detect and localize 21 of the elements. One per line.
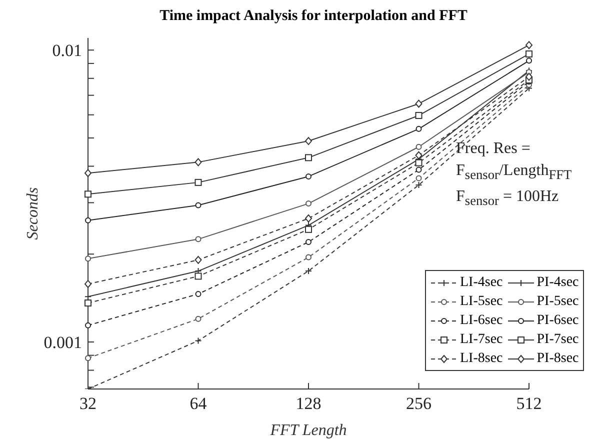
y-axis-title: Seconds bbox=[24, 187, 42, 240]
x-tick-label: 64 bbox=[190, 394, 208, 414]
legend-label: LI-6sec bbox=[460, 312, 503, 330]
legend-label: LI-8sec bbox=[460, 350, 503, 368]
legend-label: LI-5sec bbox=[460, 293, 503, 311]
legend-label: LI-7sec bbox=[460, 331, 503, 349]
x-tick-label: 512 bbox=[516, 394, 542, 414]
legend-label: LI-4sec bbox=[460, 274, 503, 292]
legend-label: PI-5sec bbox=[536, 293, 579, 311]
y-tick-label: 0.01 bbox=[52, 41, 82, 60]
legend-label: PI-8sec bbox=[536, 350, 579, 368]
x-tick-label: 256 bbox=[406, 394, 432, 414]
chart-title: Time impact Analysis for interpolation and FFT bbox=[158, 8, 468, 25]
x-axis-title: FFT Length bbox=[269, 422, 347, 439]
legend-label: PI-4sec bbox=[536, 274, 579, 292]
legend-label: PI-7sec bbox=[536, 331, 579, 349]
x-tick-label: 128 bbox=[296, 394, 322, 414]
y-tick-label: 0.001 bbox=[44, 333, 82, 352]
x-tick-label: 32 bbox=[80, 394, 96, 414]
text: Freq. Res = F$_{sensor}$/Length$_{FFT}$ F$_{sensor}$ = 100Hz bbox=[456, 140, 572, 208]
legend-label: PI-6sec bbox=[536, 312, 579, 330]
